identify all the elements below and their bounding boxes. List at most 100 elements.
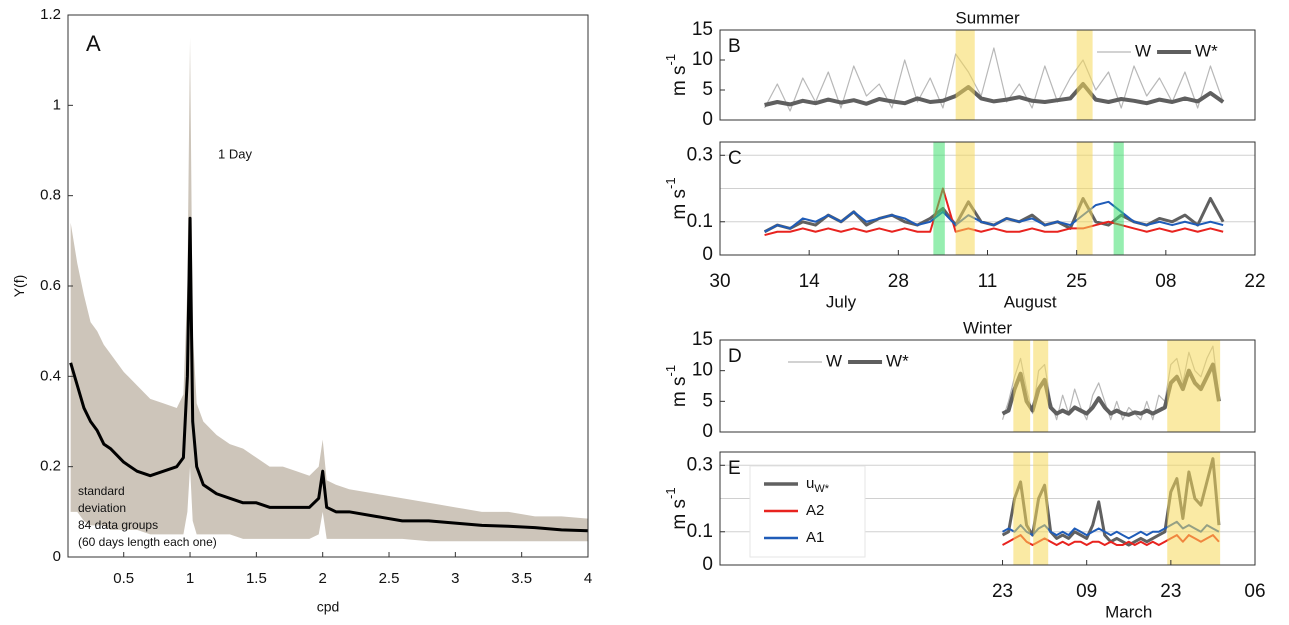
panel: 0 5 10 15 Winter Dm s-1 W W*	[663, 318, 1256, 442]
highlight	[1076, 30, 1093, 120]
panel: 0 5 10 15 Summer Bm s-1 W W*	[663, 8, 1256, 130]
y-axis-label: m s-1	[663, 365, 690, 407]
x-tick-label: 4	[584, 570, 592, 587]
highlight	[1076, 142, 1093, 255]
y-axis-label-text: m s	[669, 65, 690, 96]
x-tick-label: 0.5	[113, 570, 134, 587]
series-line	[764, 82, 1225, 107]
x-tick-label: 23	[992, 581, 1013, 602]
legend-label: W	[1135, 41, 1151, 60]
x-tick-label: 3.5	[511, 570, 532, 587]
y-axis-label-sup: -1	[663, 54, 678, 66]
y-axis-label: m s-1	[663, 54, 690, 96]
y-tick-label: 5	[702, 79, 713, 100]
panel-label: E	[728, 458, 741, 479]
y-tick-label: 0.3	[687, 144, 713, 165]
y-axis-label-text: Y(f)	[11, 275, 27, 298]
highlight	[1167, 452, 1221, 565]
highlight	[1167, 340, 1221, 432]
y-tick-label: 15	[692, 19, 713, 40]
x-tick-label: 23	[1160, 581, 1181, 602]
x-tick-label: 2	[319, 570, 327, 587]
y-tick-label: 0.3	[687, 454, 713, 475]
y-tick-label: 0.2	[40, 458, 61, 475]
series-line	[764, 47, 1224, 112]
series-line	[764, 187, 1224, 237]
legend-label: W*	[1195, 41, 1218, 60]
y-tick-label: 0.8	[40, 187, 61, 204]
y-tick-label: 1.2	[40, 6, 61, 23]
month-label: July	[826, 292, 857, 311]
y-tick-label: 0.4	[40, 367, 61, 384]
highlight	[955, 142, 975, 255]
panel-label: C	[728, 148, 742, 169]
x-tick-label: 1	[186, 570, 194, 587]
panel: 0 0.1 0.3 30 14 28 11 25 08 22 July August Cm s-1	[663, 141, 1266, 311]
legend-label: uW*	[806, 475, 830, 495]
x-tick-label: 25	[1066, 271, 1087, 292]
legend-subscript: W*	[814, 483, 829, 495]
y-axis-label: Y(f)	[11, 275, 27, 298]
y-tick-label: 10	[692, 360, 713, 381]
annotation: deviation	[78, 501, 126, 515]
std-band	[70, 37, 588, 542]
panel-label: A	[86, 31, 101, 56]
x-tick-label: 1.5	[246, 570, 267, 587]
y-tick-label: 0.6	[40, 277, 61, 294]
highlight	[955, 30, 975, 120]
y-tick-label: 0	[53, 548, 61, 565]
month-label: March	[1105, 602, 1152, 621]
x-tick-label: 28	[888, 271, 909, 292]
x-tick-label: 06	[1244, 581, 1265, 602]
frame	[719, 29, 1256, 121]
y-tick-label: 15	[692, 329, 713, 350]
annotation: standard	[78, 484, 125, 498]
x-tick-label: 3	[451, 570, 459, 587]
panel-label: B	[728, 36, 741, 57]
frame	[719, 451, 1256, 566]
legend-name: A2	[806, 502, 824, 519]
frame	[719, 339, 1256, 433]
panel-label: D	[728, 346, 742, 367]
x-tick-label: 22	[1244, 271, 1265, 292]
y-tick-label: 0	[702, 244, 713, 265]
y-tick-label: 0.1	[687, 521, 713, 542]
highlight	[1033, 340, 1049, 432]
series-line	[764, 200, 1224, 233]
highlight	[933, 142, 945, 255]
annotation: (60 days length each one)	[78, 535, 217, 549]
highlight	[1033, 452, 1049, 565]
legend-name: u	[806, 475, 814, 492]
highlight	[1113, 142, 1124, 255]
x-axis-label: cpd	[317, 599, 340, 615]
y-tick-label: 0	[702, 421, 713, 442]
y-tick-label: 5	[702, 390, 713, 411]
y-tick-label: 0.1	[687, 211, 713, 232]
y-tick-label: 0	[702, 109, 713, 130]
legend-label: W*	[886, 351, 909, 370]
highlight	[1013, 340, 1031, 432]
y-axis-label-sup: -1	[663, 487, 678, 499]
y-axis-label-text: m s	[669, 376, 690, 407]
y-axis-label-text: m s	[669, 189, 690, 220]
legend-name: A1	[806, 529, 824, 546]
month-label: August	[1004, 292, 1057, 311]
panel: 0 0.1 0.3 23 09 23 06 March Em s-1 uW* A2 A1	[663, 451, 1266, 621]
x-tick-label: 14	[799, 271, 821, 292]
panel-title: Summer	[955, 8, 1020, 27]
y-axis-label: m s-1	[663, 177, 690, 219]
panel-title: Winter	[963, 318, 1012, 337]
y-tick-label: 10	[692, 49, 713, 70]
x-tick-label: 30	[709, 271, 730, 292]
plot-area	[720, 30, 1255, 120]
x-tick-label: 11	[978, 271, 998, 292]
y-axis-label-sup: -1	[663, 177, 678, 189]
y-axis-label: m s-1	[663, 487, 690, 529]
y-tick-label: 0	[702, 554, 713, 575]
legend-label: A2	[806, 502, 824, 519]
x-tick-label: 08	[1155, 271, 1176, 292]
series-line	[69, 216, 589, 533]
annotation: 84 data groups	[78, 518, 158, 532]
